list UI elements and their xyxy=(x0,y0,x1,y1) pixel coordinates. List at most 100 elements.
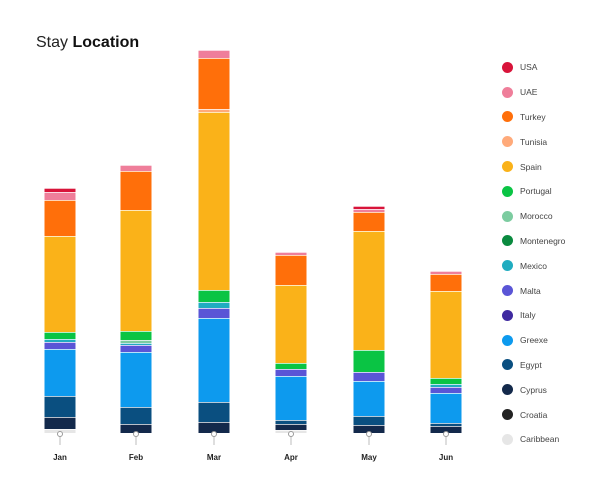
bar-segment-feb-cyprus[interactable] xyxy=(120,424,152,433)
bar-segment-mar-mexico[interactable] xyxy=(198,302,230,308)
bar-segment-feb-spain[interactable] xyxy=(120,210,152,331)
legend-swatch-greexe xyxy=(502,334,513,346)
bar-segment-apr-cyprus[interactable] xyxy=(275,424,307,430)
legend-item-portugal[interactable]: Portugal xyxy=(502,179,598,204)
bar-segment-may-malta[interactable] xyxy=(353,372,385,381)
legend-item-caribbean[interactable]: Caribbean xyxy=(502,427,598,452)
bar-segment-apr-malta[interactable] xyxy=(275,369,307,376)
segment-separator xyxy=(353,381,385,382)
bar-segment-apr-turkey[interactable] xyxy=(275,255,307,285)
bar-segment-mar-malta[interactable] xyxy=(198,308,230,318)
bar-segment-may-spain[interactable] xyxy=(353,231,385,350)
chart-title: Stay Location xyxy=(36,34,140,51)
bar-segment-jun-turkey[interactable] xyxy=(430,274,462,291)
bar-segment-jun-greexe[interactable] xyxy=(430,393,462,423)
segment-separator xyxy=(198,318,230,319)
legend-item-mexico[interactable]: Mexico xyxy=(502,253,598,278)
segment-separator xyxy=(430,393,462,394)
bar-segment-mar-tunisia[interactable] xyxy=(198,109,230,112)
bar-segment-feb-egypt[interactable] xyxy=(120,407,152,424)
bar-segment-mar-spain[interactable] xyxy=(198,112,230,290)
legend-item-usa[interactable]: USA xyxy=(502,55,598,80)
bar-segment-mar-turkey[interactable] xyxy=(198,58,230,109)
bar-segment-may-egypt[interactable] xyxy=(353,416,385,425)
bar-segment-may-turkey[interactable] xyxy=(353,212,385,231)
bar-segment-jan-turkey[interactable] xyxy=(44,200,76,236)
bar-segment-jan-uae[interactable] xyxy=(44,192,76,200)
bar-segment-jan-portugal[interactable] xyxy=(44,332,76,339)
bar-segment-jun-mexico[interactable] xyxy=(430,384,462,387)
bar-segment-jan-malta[interactable] xyxy=(44,342,76,349)
legend-label: UAE xyxy=(520,87,538,98)
legend-item-egypt[interactable]: Egypt xyxy=(502,353,598,378)
bar-segment-jan-cyprus[interactable] xyxy=(44,417,76,429)
segment-separator xyxy=(353,209,385,210)
legend-label: Spain xyxy=(520,161,542,172)
legend-swatch-croatia xyxy=(502,409,513,421)
segment-separator xyxy=(44,332,76,333)
legend-swatch-spain xyxy=(502,161,513,173)
bar-segment-feb-turkey[interactable] xyxy=(120,171,152,210)
legend-item-morocco[interactable]: Morocco xyxy=(502,204,598,229)
bar-segment-feb-morocco[interactable] xyxy=(120,340,152,343)
legend-swatch-usa xyxy=(502,61,513,73)
segment-separator xyxy=(275,420,307,421)
bar-segment-may-greexe[interactable] xyxy=(353,381,385,416)
bar-segment-apr-egypt[interactable] xyxy=(275,420,307,424)
segment-separator xyxy=(198,308,230,309)
legend-item-malta[interactable]: Malta xyxy=(502,278,598,303)
bar-segment-apr-spain[interactable] xyxy=(275,285,307,363)
legend-item-croatia[interactable]: Croatia xyxy=(502,402,598,427)
segment-separator xyxy=(430,271,462,272)
bar-segment-jan-spain[interactable] xyxy=(44,236,76,332)
bar-segment-mar-cyprus[interactable] xyxy=(198,422,230,433)
legend-swatch-tunisia xyxy=(502,136,513,148)
legend-item-tunisia[interactable]: Tunisia xyxy=(502,129,598,154)
bar-segment-may-cyprus[interactable] xyxy=(353,425,385,433)
bar-segment-feb-malta[interactable] xyxy=(120,345,152,352)
bar-segment-may-usa[interactable] xyxy=(353,206,385,209)
bar-segment-jan-greexe[interactable] xyxy=(44,349,76,396)
bar-segment-jan-egypt[interactable] xyxy=(44,396,76,417)
legend-item-spain[interactable]: Spain xyxy=(502,154,598,179)
bar-segment-feb-greexe[interactable] xyxy=(120,352,152,407)
bar-handle-dot xyxy=(57,431,63,437)
bar-segment-apr-greexe[interactable] xyxy=(275,376,307,420)
legend-item-greexe[interactable]: Greexe xyxy=(502,328,598,353)
bar-segment-may-portugal[interactable] xyxy=(353,350,385,372)
bar-segment-mar-egypt[interactable] xyxy=(198,402,230,422)
bar-segment-mar-greexe[interactable] xyxy=(198,318,230,402)
legend-item-uae[interactable]: UAE xyxy=(502,80,598,105)
segment-separator xyxy=(275,252,307,253)
segment-separator xyxy=(120,210,152,211)
legend-item-cyprus[interactable]: Cyprus xyxy=(502,377,598,402)
segment-separator xyxy=(275,430,307,431)
bar-segment-jun-cyprus[interactable] xyxy=(430,426,462,433)
segment-separator xyxy=(198,302,230,303)
legend-item-montenegro[interactable]: Montenegro xyxy=(502,229,598,254)
segment-separator xyxy=(120,340,152,341)
bar-segment-apr-uae[interactable] xyxy=(275,252,307,255)
bar-segment-may-uae[interactable] xyxy=(353,209,385,212)
segment-separator xyxy=(120,165,152,166)
segment-separator xyxy=(430,387,462,388)
segment-separator xyxy=(353,425,385,426)
bar-segment-feb-uae[interactable] xyxy=(120,165,152,171)
bar-segment-mar-uae[interactable] xyxy=(198,50,230,58)
legend-item-italy[interactable]: Italy xyxy=(502,303,598,328)
bar-segment-jan-usa[interactable] xyxy=(44,188,76,192)
bar-segment-jun-uae[interactable] xyxy=(430,271,462,274)
legend-label: Mexico xyxy=(520,260,547,271)
segment-separator xyxy=(430,426,462,427)
segment-separator xyxy=(353,372,385,373)
bar-segment-jan-mexico[interactable] xyxy=(44,339,76,342)
bar-segment-apr-portugal[interactable] xyxy=(275,363,307,369)
bar-segment-feb-portugal[interactable] xyxy=(120,331,152,340)
bar-segment-jun-spain[interactable] xyxy=(430,291,462,378)
segment-separator xyxy=(120,345,152,346)
bar-segment-jun-portugal[interactable] xyxy=(430,378,462,384)
bar-segment-mar-portugal[interactable] xyxy=(198,290,230,302)
bar-segment-jun-egypt[interactable] xyxy=(430,423,462,426)
bar-segment-jun-malta[interactable] xyxy=(430,387,462,393)
legend-item-turkey[interactable]: Turkey xyxy=(502,105,598,130)
